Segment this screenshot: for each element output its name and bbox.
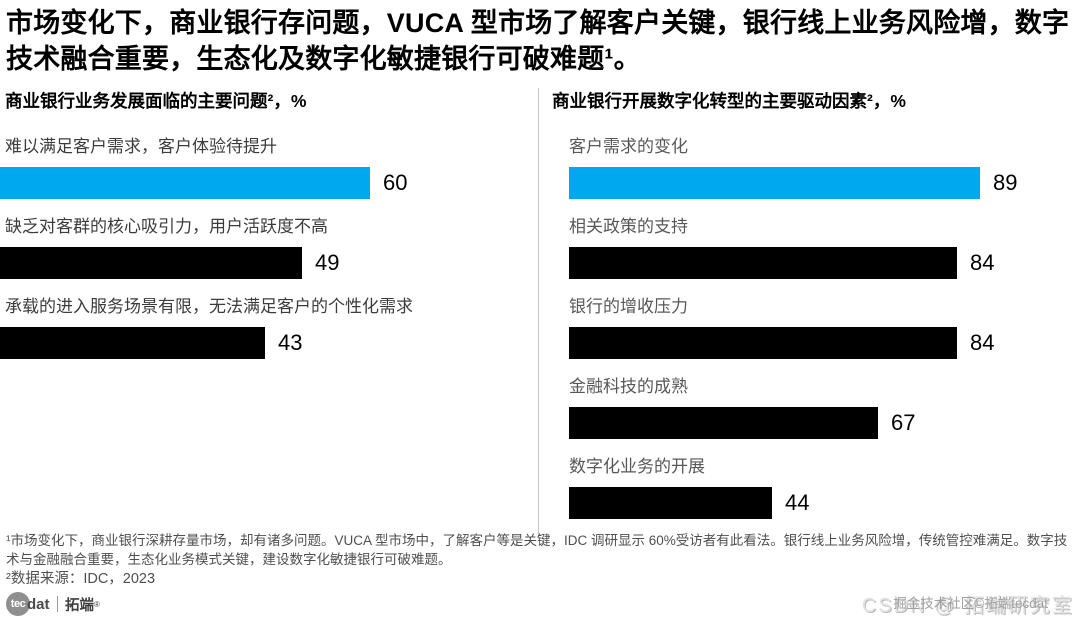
bar-track: 49 [0,246,538,279]
watermark-juejin: 掘金技术社区©拓端tecdat [893,596,1048,611]
bar-value: 84 [970,329,995,355]
bar-value: 44 [785,489,810,515]
tecdat-logo-icon: tec [6,592,30,616]
bar-value: 43 [278,329,303,355]
chart-drivers-title: 商业银行开展数字化转型的主要驱动因素²，% [552,90,906,111]
bar-row: 客户需求的变化 89 [569,137,1080,199]
bar [569,406,878,439]
bar-row: 银行的增收压力 84 [569,297,1080,359]
bar-row: 相关政策的支持 84 [569,217,1080,279]
tecdat-logo: tec dat 拓端 ® [6,592,100,616]
bar-value: 84 [970,249,995,275]
bar-category-label: 承载的进入服务场景有限，无法满足客户的个性化需求 [5,296,413,316]
vertical-divider [538,87,539,537]
bar-category-label: 相关政策的支持 [569,216,688,236]
bar [0,326,265,359]
bar-row: 金融科技的成熟 67 [569,377,1080,439]
footnote-source: ²数据来源：IDC，2023 [6,571,156,587]
logo-separator [56,596,58,612]
page-title: 市场变化下，商业银行存问题，VUCA 型市场了解客户关键，银行线上业务风险增，数… [6,8,1070,74]
tecdat-brand-cn: 拓端 [65,597,94,614]
bar [569,326,957,359]
footnote-1: ¹市场变化下，商业银行深耕存量市场，却有诸多问题。VUCA 型市场中，了解客户等… [6,533,1068,568]
chart-drivers: 商业银行开展数字化转型的主要驱动因素²，% 客户需求的变化 89 相关政策的支持 84… [539,88,1080,537]
tecdat-logo-text: dat [27,595,50,613]
bar [0,246,302,279]
bar [569,486,772,519]
bar [569,166,980,199]
bar-value: 49 [315,249,340,275]
bar-track: 84 [569,246,1080,279]
bar-row: 数字化业务的开展 44 [569,457,1080,519]
bar-row: 难以满足客户需求，客户体验待提升 60 [0,137,538,199]
bar-category-label: 数字化业务的开展 [569,456,705,476]
charts-band: 商业银行业务发展面临的主要问题²，% 难以满足客户需求，客户体验待提升 60 缺乏对… [0,87,1080,537]
bar-row: 承载的进入服务场景有限，无法满足客户的个性化需求 43 [0,297,538,359]
bar-category-label: 金融科技的成熟 [569,376,688,396]
bar-category-label: 难以满足客户需求，客户体验待提升 [5,136,277,156]
chart-problems-rows: 难以满足客户需求，客户体验待提升 60 缺乏对客群的核心吸引力，用户活跃度不高 49 承… [0,137,538,359]
bar-row: 缺乏对客群的核心吸引力，用户活跃度不高 49 [0,217,538,279]
bar-track: 89 [569,166,1080,199]
chart-problems: 商业银行业务发展面临的主要问题²，% 难以满足客户需求，客户体验待提升 60 缺乏对… [0,88,538,537]
registered-mark: ® [94,599,100,609]
bar-track: 67 [569,406,1080,439]
chart-drivers-rows: 客户需求的变化 89 相关政策的支持 84 银行的增收压力 84 金融科技的成熟 67 数字化业… [569,137,1080,519]
bar-track: 43 [0,326,538,359]
bar [0,166,370,199]
bar [569,246,957,279]
bar-value: 89 [993,169,1018,195]
chart-problems-title: 商业银行业务发展面临的主要问题²，% [5,90,307,111]
bar-category-label: 客户需求的变化 [569,136,688,156]
watermark-csdn: CSDN @ 拓端研究室 [861,595,1074,617]
bar-value: 67 [891,409,916,435]
bar-track: 60 [0,166,538,199]
bar-track: 84 [569,326,1080,359]
bar-value: 60 [383,169,408,195]
bar-track: 44 [569,486,1080,519]
bar-category-label: 缺乏对客群的核心吸引力，用户活跃度不高 [5,216,328,236]
bar-category-label: 银行的增收压力 [569,296,688,316]
